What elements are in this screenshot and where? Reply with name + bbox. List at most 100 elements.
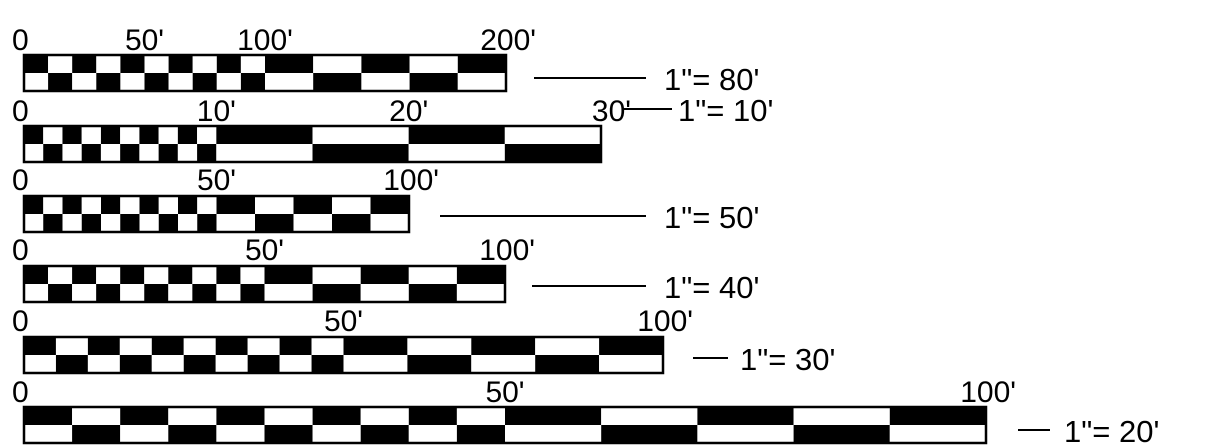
scale-segment-top	[457, 55, 506, 73]
scale-segment-bottom	[100, 144, 121, 162]
scale-segment-top	[793, 407, 890, 425]
scale-segment-bottom	[139, 214, 159, 232]
tick-label: 50'	[245, 234, 284, 267]
scale-segment-bottom	[24, 284, 49, 302]
tick-label: 50'	[197, 164, 236, 197]
scale-segment-bottom	[240, 284, 265, 302]
scale-segment-bottom	[144, 73, 169, 91]
scale-segment-top	[240, 55, 265, 73]
tick-label: 20'	[389, 95, 428, 128]
scale-segment-bottom	[72, 425, 121, 443]
scale-segment-bottom	[535, 355, 600, 373]
scale-segment-top	[43, 196, 63, 214]
scale-segment-bottom	[370, 214, 409, 232]
scale-segment-top	[535, 337, 600, 355]
scale-bar-outline	[22, 194, 411, 234]
scale-segment-bottom	[313, 73, 362, 91]
scale-segment-top	[197, 126, 217, 144]
scale-segment-top	[139, 196, 159, 214]
scale-segment-top	[120, 407, 169, 425]
scale-segment-bottom	[43, 214, 63, 232]
scale-ratio-label: 1"= 30'	[740, 342, 835, 377]
scale-segment-bottom	[101, 214, 121, 232]
scale-segment-top	[168, 266, 193, 284]
tick-label: 10'	[197, 95, 236, 128]
scale-segment-bottom	[151, 355, 184, 373]
scale-segment-top	[504, 126, 601, 144]
scale-segment-top	[601, 407, 698, 425]
scale-segment-bottom	[504, 144, 601, 162]
scale-segment-bottom	[264, 425, 313, 443]
scale-segment-bottom	[697, 425, 794, 443]
scale-segment-top	[216, 266, 241, 284]
scale-segment-bottom	[408, 425, 457, 443]
scale-bar-scale-80: 0 50' 100' 200' 1"= 80'	[12, 24, 759, 97]
scale-segment-bottom	[168, 73, 193, 91]
scale-segment-top	[407, 337, 472, 355]
scale-segment-bottom	[457, 73, 506, 91]
scale-segment-bottom	[158, 214, 178, 232]
scale-segment-top	[264, 407, 313, 425]
tick-label: 0	[12, 305, 29, 338]
scale-segment-top	[62, 126, 82, 144]
tick-label: 50'	[125, 24, 164, 57]
tick-label: 0	[12, 24, 29, 57]
scale-segment-bottom	[409, 73, 458, 91]
scale-ratio-label: 1"= 80'	[664, 62, 759, 97]
scale-segment-top	[889, 407, 986, 425]
scale-segment-bottom	[120, 284, 145, 302]
scale-segment-top	[360, 266, 409, 284]
scale-segment-bottom	[24, 73, 49, 91]
scale-segment-bottom	[24, 144, 44, 162]
scale-segment-top	[24, 266, 49, 284]
scale-segment-bottom	[24, 214, 44, 232]
scale-segment-bottom	[96, 284, 121, 302]
scale-segment-bottom	[96, 73, 121, 91]
scale-segment-bottom	[24, 425, 73, 443]
scale-segment-bottom	[48, 284, 73, 302]
scale-bar-scale-50: 0 50' 100' 1"= 50'	[12, 164, 759, 235]
scale-segment-top	[197, 196, 217, 214]
tick-label: 0	[12, 95, 29, 128]
scale-segment-top	[72, 266, 97, 284]
scale-segment-top	[24, 337, 56, 355]
scale-segment-bottom	[62, 144, 82, 162]
scale-segment-top	[120, 126, 140, 144]
tick-label: 100'	[383, 164, 439, 197]
scale-segment-top	[313, 55, 362, 73]
scale-segment-top	[332, 196, 371, 214]
scale-segment-top	[120, 196, 140, 214]
scale-segment-bottom	[24, 355, 56, 373]
scale-segment-bottom	[72, 284, 97, 302]
scale-segment-top	[456, 266, 505, 284]
scale-segment-top	[24, 407, 73, 425]
scale-segment-bottom	[255, 214, 294, 232]
scale-bar-outline	[22, 335, 665, 375]
scale-segment-bottom	[158, 144, 178, 162]
scale-segment-bottom	[144, 284, 169, 302]
scale-segment-bottom	[177, 144, 198, 162]
scale-segment-bottom	[197, 144, 217, 162]
scale-segment-bottom	[216, 214, 255, 232]
scale-segment-top	[151, 337, 184, 355]
scale-segment-top	[255, 196, 294, 214]
tick-label: 100'	[960, 376, 1016, 409]
scale-segment-bottom	[55, 355, 88, 373]
scale-segment-top	[55, 337, 88, 355]
scale-segment-top	[505, 407, 602, 425]
scale-segment-top	[96, 55, 121, 73]
scale-segment-bottom	[265, 73, 314, 91]
scale-segment-bottom	[119, 355, 152, 373]
scale-segment-bottom	[247, 355, 280, 373]
scale-segment-bottom	[456, 425, 505, 443]
scale-segment-bottom	[311, 355, 344, 373]
scale-segment-bottom	[192, 73, 217, 91]
scale-segment-top	[158, 196, 178, 214]
scale-segment-bottom	[120, 73, 145, 91]
scale-bar-scale-20: 0 50' 100' 1"= 20'	[12, 376, 1159, 448]
scale-segment-top	[216, 126, 313, 144]
scale-segment-top	[312, 266, 361, 284]
scale-segment-bottom	[408, 144, 505, 162]
tick-label: 100'	[637, 305, 693, 338]
